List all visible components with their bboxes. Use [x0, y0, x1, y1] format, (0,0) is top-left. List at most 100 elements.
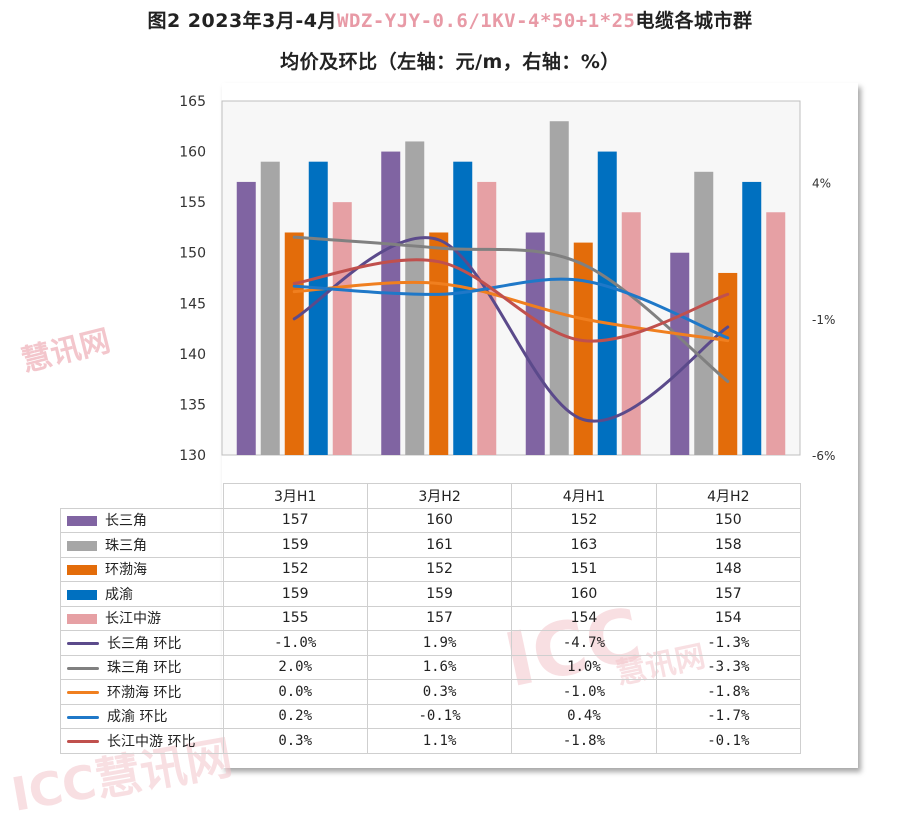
table-corner: [60, 483, 224, 509]
legend-line-swatch: [67, 666, 99, 670]
data-label: 1.0%: [511, 654, 657, 680]
bar: [260, 161, 280, 455]
data-label: -1.8%: [511, 728, 657, 754]
bar: [429, 232, 449, 455]
bar: [742, 181, 762, 455]
table-row: 环渤海 环比 0.0% 0.3% -1.0% -1.8%: [60, 679, 802, 705]
data-label: 0.2%: [222, 703, 368, 729]
data-label: 1.6%: [366, 654, 513, 680]
data-label: 157: [222, 507, 368, 533]
title-prefix: 图2 2023年3月-4月: [147, 10, 338, 32]
data-label: 161: [366, 532, 513, 558]
data-label: 0.0%: [222, 679, 368, 705]
legend-line-swatch: [67, 715, 99, 719]
data-label: -4.7%: [511, 630, 657, 656]
x-tick-label: 3月H2: [366, 483, 513, 509]
legend-label: 珠三角 环比: [107, 660, 182, 677]
bar: [284, 232, 304, 455]
legend-line-swatch: [67, 740, 99, 744]
data-label: 160: [366, 507, 513, 533]
table-row: 珠三角 159 161 163 158: [60, 532, 802, 558]
data-label: -1.8%: [655, 679, 802, 705]
data-label: 1.9%: [366, 630, 513, 656]
data-label: 154: [511, 605, 657, 631]
y-left-tick-label: 140: [179, 347, 206, 363]
data-label: 148: [655, 556, 802, 582]
plot-area: [221, 100, 801, 456]
legend-entry: 长江中游 环比: [60, 728, 224, 754]
bar: [332, 202, 352, 455]
chart-title-line2: 均价及环比（左轴：元/m，右轴：%）: [280, 51, 620, 73]
series-line: [292, 280, 730, 343]
legend-entry: 环渤海 环比: [60, 679, 224, 705]
series-line: [292, 235, 730, 383]
bar: [453, 161, 473, 455]
y-right-tick-label: 4%: [812, 177, 831, 191]
bar: [236, 181, 256, 455]
data-label: 159: [366, 581, 513, 607]
y-left-tick-label: 135: [179, 397, 206, 413]
data-label: 157: [655, 581, 802, 607]
table-row: 长江中游 环比 0.3% 1.1% -1.8% -0.1%: [60, 728, 802, 754]
table-row: 长三角 157 160 152 150: [60, 507, 802, 533]
legend-label: 长江中游: [105, 611, 161, 628]
table-row: 成渝 159 159 160 157: [60, 581, 802, 607]
legend-line-swatch: [67, 691, 99, 695]
legend-entry: 长三角: [60, 507, 224, 533]
bar: [477, 181, 497, 455]
table-row: 长江中游 155 157 154 154: [60, 605, 802, 631]
series-line: [292, 277, 730, 340]
data-label: 159: [222, 532, 368, 558]
data-label: 0.3%: [222, 728, 368, 754]
series-line: [292, 236, 730, 423]
legend-entry: 环渤海: [60, 556, 224, 582]
y-left-tick-label: 160: [179, 145, 206, 161]
legend-entry: 珠三角: [60, 532, 224, 558]
legend-label: 长江中游 环比: [107, 733, 196, 750]
data-label: 158: [655, 532, 802, 558]
legend-label: 环渤海 环比: [107, 684, 182, 701]
data-label: -1.0%: [511, 679, 657, 705]
legend-label: 长三角: [105, 513, 147, 530]
data-label: 154: [655, 605, 802, 631]
bar: [405, 141, 425, 455]
chart-title-line1: 图2 2023年3月-4月WDZ-YJY-0.6/1KV-4*50+1*25电缆…: [0, 6, 900, 33]
y-left-tick-label: 130: [179, 448, 206, 464]
bar: [525, 232, 545, 455]
y-right-tick-label: -1%: [812, 313, 835, 327]
chart-svg: 130 135 140 145 150 155 160 165 4% -1% -6%: [179, 94, 835, 464]
legend-bar-swatch: [67, 565, 97, 576]
bar: [573, 242, 593, 455]
data-label: 1.1%: [366, 728, 513, 754]
bar: [549, 121, 569, 455]
data-label: 160: [511, 581, 657, 607]
data-label: 163: [511, 532, 657, 558]
data-label: 0.3%: [366, 679, 513, 705]
legend-label: 长三角 环比: [107, 635, 182, 652]
legend-label: 成渝 环比: [107, 709, 168, 726]
legend-entry: 成渝 环比: [60, 703, 224, 729]
bar: [597, 151, 617, 456]
data-label: -0.1%: [366, 703, 513, 729]
y-right-tick-label: -6%: [812, 449, 835, 463]
data-label: 152: [366, 556, 513, 582]
data-label: 152: [511, 507, 657, 533]
bar: [670, 252, 690, 455]
legend-bar-swatch: [67, 540, 97, 551]
data-label: -0.1%: [655, 728, 802, 754]
legend-entry: 长江中游: [60, 605, 224, 631]
data-label: 0.4%: [511, 703, 657, 729]
table-row: 成渝 环比 0.2% -0.1% 0.4% -1.7%: [60, 703, 802, 729]
legend-entry: 成渝: [60, 581, 224, 607]
data-label: -1.3%: [655, 630, 802, 656]
y-left-tick-label: 150: [179, 246, 206, 262]
title-suffix: 电缆各城市群: [635, 10, 753, 32]
bar: [766, 212, 786, 455]
y-left-tick-label: 165: [179, 94, 206, 110]
legend-entry: 珠三角 环比: [60, 654, 224, 680]
table-header-row: 3月H1 3月H2 4月H1 4月H2: [60, 483, 802, 509]
title-cable-code: WDZ-YJY-0.6/1KV-4*50+1*25: [337, 10, 636, 32]
y-left-tick-label: 155: [179, 195, 206, 211]
y-left-tick-label: 145: [179, 296, 206, 312]
bar: [308, 161, 328, 455]
